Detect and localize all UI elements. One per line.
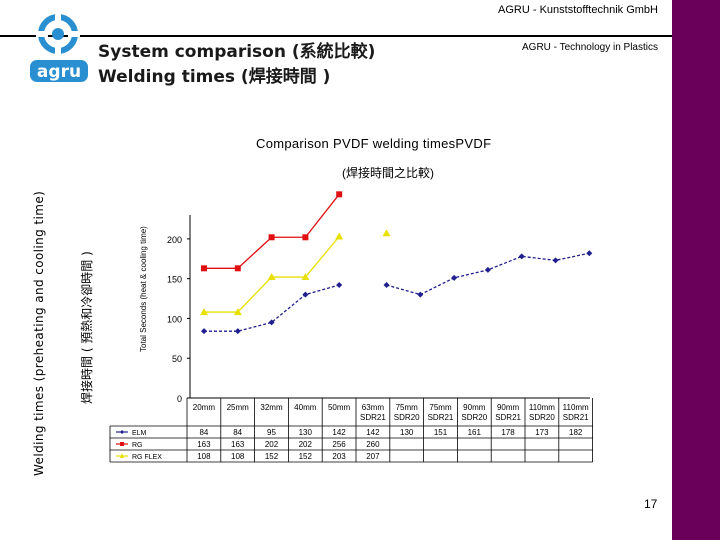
agru-logo: agru <box>30 12 88 82</box>
series-line-elm <box>386 252 590 296</box>
data-label: 152 <box>299 452 313 461</box>
data-label: 151 <box>434 428 448 437</box>
series-line-rg <box>204 193 340 269</box>
data-point <box>336 282 343 289</box>
category-sublabel: SDR21 <box>428 413 454 422</box>
data-label: 142 <box>366 428 380 437</box>
data-label: 202 <box>265 440 279 449</box>
legend-label: RG <box>132 442 143 449</box>
category-label: 110mm <box>563 403 589 412</box>
data-label: 108 <box>197 452 211 461</box>
category-label: 40mm <box>294 403 317 412</box>
data-point <box>336 191 343 198</box>
y-tick-label: 0 <box>177 394 182 404</box>
company-name-de: AGRU - Kunststofftechnik GmbH <box>498 4 658 16</box>
logo-badge <box>30 60 88 82</box>
data-point <box>234 265 241 272</box>
data-label: 95 <box>267 428 276 437</box>
category-sublabel: SDR21 <box>360 413 386 422</box>
data-label: 163 <box>197 440 211 449</box>
data-label: 84 <box>199 428 208 437</box>
data-point <box>302 291 309 298</box>
company-name-en: AGRU - Technology in Plastics <box>522 42 658 53</box>
series-line-elm <box>204 284 340 332</box>
chart-title: Comparison PVDF welding timesPVDF <box>256 136 492 151</box>
category-label: 20mm <box>193 403 216 412</box>
legend-marker <box>120 453 124 458</box>
legend-marker <box>120 442 124 446</box>
category-sublabel: SDR20 <box>461 413 487 422</box>
header-rule <box>0 35 672 37</box>
data-point <box>234 328 241 335</box>
y-axis-label: Total Seconds (heat & cooling time) <box>139 226 148 352</box>
data-label: 203 <box>332 452 346 461</box>
data-label: 182 <box>569 428 583 437</box>
data-point <box>301 273 310 281</box>
page-number: 17 <box>644 497 658 511</box>
data-label: 84 <box>233 428 242 437</box>
data-point <box>302 234 309 241</box>
data-point <box>417 291 424 298</box>
data-label: 178 <box>501 428 515 437</box>
title-line-1: System comparison (系統比較) <box>98 42 376 62</box>
category-label: 75mm <box>429 403 452 412</box>
category-sublabel: SDR20 <box>529 413 555 422</box>
category-label: 90mm <box>497 403 520 412</box>
data-label: 108 <box>231 452 245 461</box>
title-line-2: Welding times (焊接時間 ) <box>98 67 331 87</box>
category-label: 50mm <box>328 403 351 412</box>
data-point <box>268 319 275 326</box>
data-label: 130 <box>299 428 313 437</box>
y-tick-label: 50 <box>172 354 182 364</box>
page-title: System comparison (系統比較) Welding times (… <box>98 40 375 90</box>
legend-label: RG FLEX <box>132 454 162 461</box>
category-label: 75mm <box>396 403 419 412</box>
data-point <box>518 253 525 260</box>
data-label: 161 <box>468 428 482 437</box>
category-label: 90mm <box>463 403 486 412</box>
data-label: 152 <box>265 452 279 461</box>
y-tick-label: 200 <box>167 235 182 245</box>
data-label: 260 <box>366 440 380 449</box>
category-sublabel: SDR21 <box>495 413 521 422</box>
data-point <box>552 257 559 264</box>
category-label: 32mm <box>260 403 283 412</box>
data-label: 256 <box>332 440 346 449</box>
data-label: 173 <box>535 428 549 437</box>
data-point <box>200 308 208 316</box>
data-label: 163 <box>231 440 245 449</box>
data-point <box>335 232 344 240</box>
y-tick-label: 150 <box>167 275 182 285</box>
data-point <box>233 308 242 316</box>
data-point <box>451 274 458 281</box>
category-label: 63mm <box>362 403 385 412</box>
side-accent-bar <box>672 0 720 540</box>
category-label: 25mm <box>227 403 250 412</box>
data-label: 130 <box>400 428 414 437</box>
chart-subtitle: (焊接時間之比較) <box>342 166 434 180</box>
data-point <box>382 229 391 237</box>
category-label: 110mm <box>529 403 555 412</box>
logo-text: agru <box>37 62 81 82</box>
data-point <box>267 273 276 281</box>
data-point <box>201 265 207 272</box>
legend-label: ELM <box>132 430 147 437</box>
data-point <box>268 234 275 241</box>
category-sublabel: SDR20 <box>394 413 420 422</box>
data-label: 207 <box>366 452 380 461</box>
data-point <box>586 250 593 257</box>
y-tick-label: 100 <box>167 314 182 324</box>
data-point <box>383 282 390 289</box>
data-point <box>201 328 207 335</box>
data-label: 142 <box>332 428 346 437</box>
legend-marker <box>120 430 124 434</box>
data-point <box>484 266 491 273</box>
category-sublabel: SDR21 <box>563 413 589 422</box>
data-label: 202 <box>299 440 313 449</box>
welding-time-chart: 0 50 100 150 200 Total Seconds (heat & coolin… <box>109 191 593 463</box>
